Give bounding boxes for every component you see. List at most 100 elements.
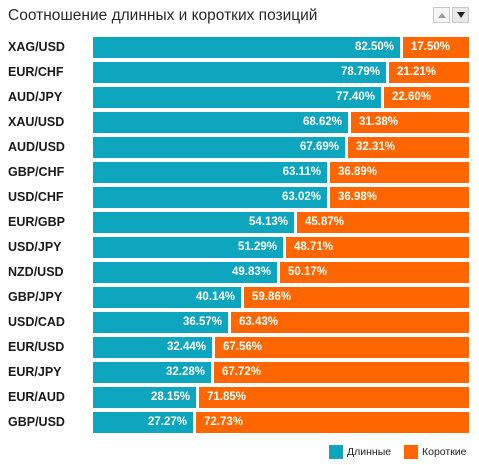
short-bar: 21.21% — [389, 62, 469, 83]
chart-row: EUR/USD 32.44% 67.56% — [0, 337, 479, 358]
category-label: GBP/USD — [8, 415, 65, 429]
long-bar: 32.44% — [93, 337, 212, 358]
chart-row: EUR/CHF 78.79% 21.21% — [0, 62, 479, 83]
short-bar: 48.71% — [286, 237, 469, 258]
long-bar: 63.11% — [93, 162, 327, 183]
category-label: XAU/USD — [8, 115, 65, 129]
short-value-label: 59.86% — [252, 291, 292, 303]
short-bar: 17.50% — [403, 37, 469, 58]
long-bar: 36.57% — [93, 312, 228, 333]
category-label: EUR/AUD — [8, 390, 65, 404]
long-bar: 63.02% — [93, 187, 327, 208]
triangle-down-icon — [456, 12, 465, 18]
legend-label: Длинные — [347, 446, 392, 458]
chart-row: GBP/USD 27.27% 72.73% — [0, 412, 479, 433]
short-bar: 59.86% — [244, 287, 469, 308]
short-bar: 45.87% — [297, 212, 469, 233]
sort-down-button[interactable] — [452, 7, 469, 23]
category-label: AUD/USD — [8, 140, 65, 154]
long-value-label: 49.83% — [231, 266, 271, 278]
category-label: USD/JPY — [8, 240, 62, 254]
short-value-label: 21.21% — [397, 66, 437, 78]
long-bar: 40.14% — [93, 287, 241, 308]
legend-swatch — [404, 445, 418, 459]
short-value-label: 63.43% — [239, 316, 279, 328]
category-label: GBP/JPY — [8, 290, 63, 304]
category-label: EUR/CHF — [8, 65, 64, 79]
short-value-label: 72.73% — [204, 416, 244, 428]
chart-row: GBP/CHF 63.11% 36.89% — [0, 162, 479, 183]
long-bar: 27.27% — [93, 412, 193, 433]
short-bar: 71.85% — [199, 387, 469, 408]
long-value-label: 40.14% — [195, 291, 235, 303]
chart-row: XAU/USD 68.62% 31.38% — [0, 112, 479, 133]
short-value-label: 36.89% — [338, 166, 378, 178]
chart-row: USD/JPY 51.29% 48.71% — [0, 237, 479, 258]
category-label: EUR/JPY — [8, 365, 62, 379]
chart-row: XAG/USD 82.50% 17.50% — [0, 37, 479, 58]
sort-up-button[interactable] — [433, 7, 450, 23]
short-bar: 36.89% — [330, 162, 469, 183]
chart-row: USD/CAD 36.57% 63.43% — [0, 312, 479, 333]
long-bar: 68.62% — [93, 112, 348, 133]
long-value-label: 36.57% — [182, 316, 222, 328]
short-bar: 36.98% — [330, 187, 469, 208]
long-value-label: 32.28% — [165, 366, 205, 378]
long-bar: 67.69% — [93, 137, 345, 158]
long-value-label: 78.79% — [340, 66, 380, 78]
short-bar: 72.73% — [196, 412, 469, 433]
long-value-label: 54.13% — [248, 216, 288, 228]
chart-row: EUR/JPY 32.28% 67.72% — [0, 362, 479, 383]
long-value-label: 27.27% — [147, 416, 187, 428]
legend-swatch — [329, 445, 343, 459]
short-value-label: 48.71% — [294, 241, 334, 253]
category-label: NZD/USD — [8, 265, 64, 279]
triangle-up-icon — [437, 12, 446, 18]
short-value-label: 50.17% — [288, 266, 328, 278]
long-value-label: 63.02% — [281, 191, 321, 203]
short-bar: 67.72% — [214, 362, 469, 383]
short-value-label: 17.50% — [411, 41, 451, 53]
short-value-label: 45.87% — [305, 216, 345, 228]
short-bar: 31.38% — [351, 112, 469, 133]
long-bar: 54.13% — [93, 212, 294, 233]
long-bar: 51.29% — [93, 237, 283, 258]
long-bar: 82.50% — [93, 37, 400, 58]
category-label: EUR/GBP — [8, 215, 65, 229]
short-value-label: 67.56% — [223, 341, 263, 353]
long-bar: 32.28% — [93, 362, 211, 383]
chart-row: EUR/AUD 28.15% 71.85% — [0, 387, 479, 408]
long-value-label: 67.69% — [299, 141, 339, 153]
long-value-label: 68.62% — [302, 116, 342, 128]
short-value-label: 31.38% — [359, 116, 399, 128]
chart-row: EUR/GBP 54.13% 45.87% — [0, 212, 479, 233]
long-bar: 28.15% — [93, 387, 196, 408]
long-value-label: 63.11% — [282, 166, 321, 178]
category-label: USD/CAD — [8, 315, 65, 329]
short-value-label: 32.31% — [356, 141, 396, 153]
category-label: EUR/USD — [8, 340, 65, 354]
short-value-label: 71.85% — [207, 391, 247, 403]
legend-label: Короткие — [422, 446, 467, 458]
short-bar: 32.31% — [348, 137, 469, 158]
chart-row: USD/CHF 63.02% 36.98% — [0, 187, 479, 208]
chart-row: NZD/USD 49.83% 50.17% — [0, 262, 479, 283]
long-value-label: 77.40% — [335, 91, 375, 103]
long-bar: 49.83% — [93, 262, 277, 283]
short-value-label: 67.72% — [222, 366, 262, 378]
chart-row: AUD/JPY 77.40% 22.60% — [0, 87, 479, 108]
long-value-label: 28.15% — [150, 391, 190, 403]
short-bar: 63.43% — [231, 312, 469, 333]
long-value-label: 51.29% — [237, 241, 277, 253]
long-bar: 77.40% — [93, 87, 381, 108]
long-value-label: 82.50% — [354, 41, 394, 53]
long-bar: 78.79% — [93, 62, 386, 83]
category-label: XAG/USD — [8, 40, 65, 54]
short-value-label: 22.60% — [392, 91, 432, 103]
category-label: AUD/JPY — [8, 90, 63, 104]
chart-row: GBP/JPY 40.14% 59.86% — [0, 287, 479, 308]
short-bar: 67.56% — [215, 337, 469, 358]
category-label: USD/CHF — [8, 190, 64, 204]
short-bar: 50.17% — [280, 262, 469, 283]
chart-row: AUD/USD 67.69% 32.31% — [0, 137, 479, 158]
